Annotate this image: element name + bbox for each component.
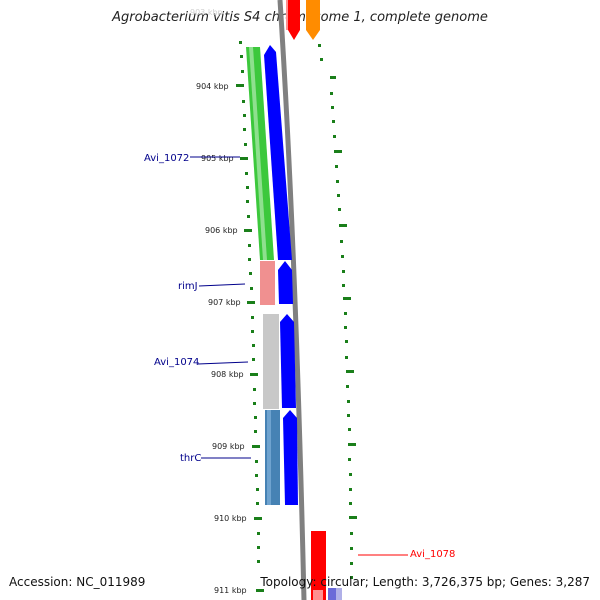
accession-label: Accession: NC_011989 [9,575,146,589]
tick-label-905: 905 kbp [201,154,234,163]
outer-tick-ring [318,44,357,579]
inner-tick-ring [236,41,264,592]
cds-arrow-avi1072 [264,45,292,260]
cds-arrow-avi1074 [280,314,296,408]
gene-label-avi1074[interactable]: Avi_1074 [154,357,199,368]
gene-label-avi1078[interactable]: Avi_1078 [410,549,455,560]
gene-block-avi1078 [311,531,326,600]
tick-label-908: 908 kbp [211,370,244,379]
tick-label-904: 904 kbp [196,82,229,91]
tick-label-910: 910 kbp [214,514,247,523]
topology-label: Topology: circular; Length: 3,726,375 bp… [260,575,590,589]
tick-label-911: 911 kbp [214,586,247,595]
gene-block-avi1074 [263,314,279,409]
top-reverse-feature [288,0,300,40]
cds-arrow-thrC [283,410,298,505]
tick-label-906: 906 kbp [205,226,238,235]
gene-block-rimJ [260,261,275,305]
gene-label-rimJ[interactable]: rimJ [178,281,198,292]
top-orange-feature [306,0,320,40]
gene-label-thrC[interactable]: thrC [180,453,201,464]
gene-label-avi1072[interactable]: Avi_1072 [144,153,189,164]
cds-arrow-rimJ [278,261,293,304]
genome-backbone [277,0,307,600]
tick-label-909: 909 kbp [212,442,245,451]
tick-label-907: 907 kbp [208,298,241,307]
tick-label-903: 903 kbp [190,8,223,17]
